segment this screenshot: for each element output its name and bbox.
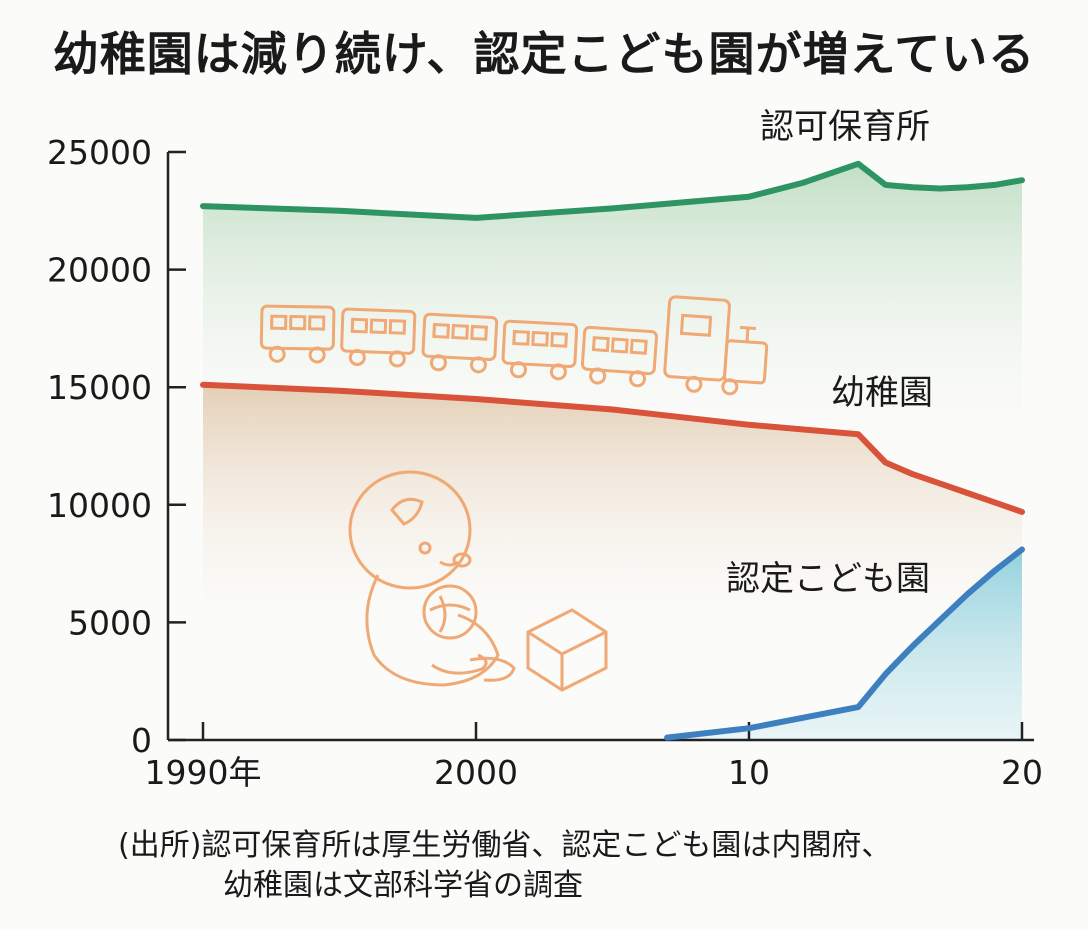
series-area — [667, 549, 1022, 740]
y-tick-label: 10000 — [47, 486, 152, 525]
baby-with-ball-illustration — [348, 470, 516, 687]
y-tick-label: 15000 — [47, 368, 152, 407]
series-label: 幼稚園 — [831, 373, 933, 413]
series-line — [200, 160, 1025, 221]
x-tick-label: 20 — [1001, 753, 1043, 792]
source-line-2: 幼稚園は文部科学省の調査 — [223, 868, 583, 903]
y-tick-label: 0 — [131, 721, 152, 760]
y-tick-label: 20000 — [47, 251, 152, 290]
series-area — [203, 384, 1022, 646]
series-label: 認可保育所 — [760, 107, 930, 147]
source-note: (出所)認可保育所は厚生労働省、認定こども園は内閣府、 幼稚園は文部科学省の調査 — [118, 826, 891, 906]
source-line-1: (出所)認可保育所は厚生労働省、認定こども園は内閣府、 — [118, 828, 892, 863]
series-label: 認定こども園 — [726, 559, 930, 599]
train-illustration — [259, 295, 769, 396]
y-tick-label: 25000 — [47, 133, 152, 172]
x-tick-label: 1990年 — [145, 753, 262, 792]
y-tick-label: 5000 — [68, 603, 152, 642]
x-tick-label: 10 — [728, 753, 770, 792]
series-line — [200, 381, 1025, 515]
x-tick-label: 2000 — [434, 753, 518, 792]
chart-title: 幼稚園は減り続け、認定こども園が増えている — [52, 27, 1036, 81]
toy-block-illustration — [526, 608, 608, 692]
series-area — [203, 163, 1022, 458]
series-line — [664, 546, 1025, 741]
